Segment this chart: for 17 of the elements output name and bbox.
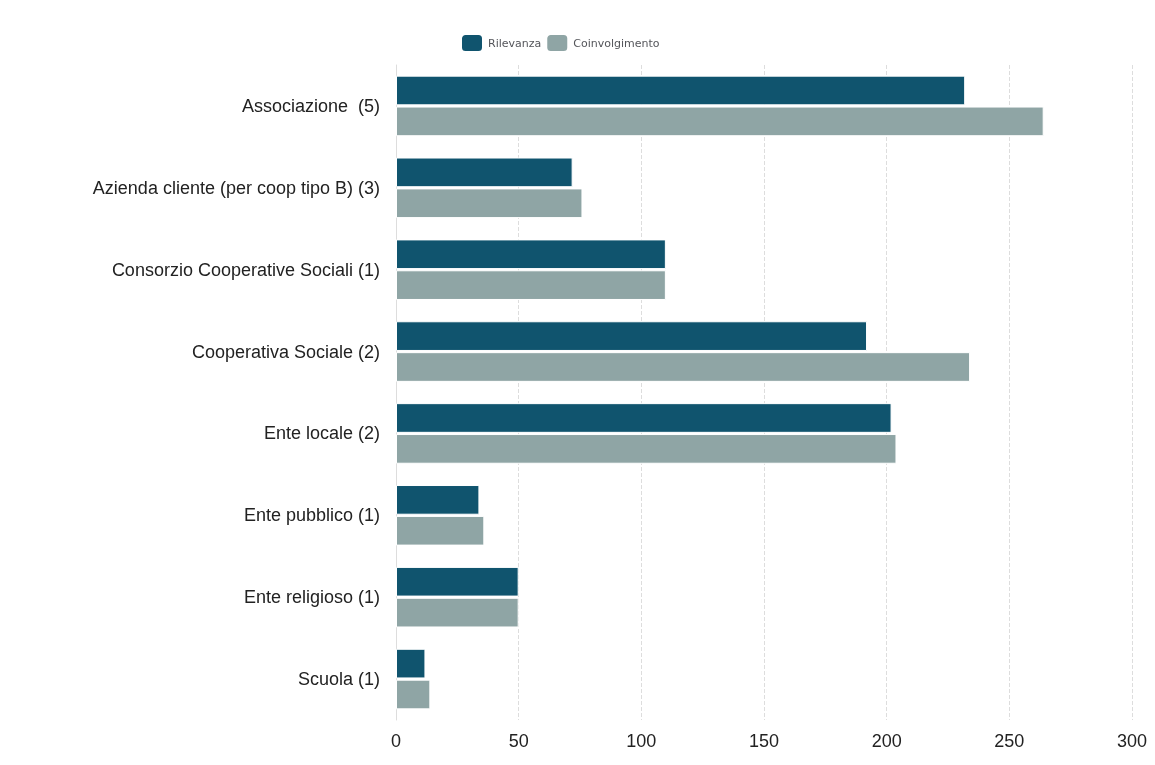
y-tick-label: Associazione (5)	[241, 95, 380, 116]
legend-label: Rilevanza	[488, 36, 542, 50]
y-tick-label: Ente locale (2)	[263, 423, 380, 444]
x-tick-label: 250	[994, 731, 1025, 751]
y-tick-label: Cooperativa Sociale (2)	[191, 341, 380, 362]
legend-label: Coinvolgimento	[573, 36, 660, 50]
y-tick-label: Ente pubblico (1)	[243, 505, 380, 526]
y-tick-label: Scuola (1)	[297, 669, 380, 690]
x-tick-label: 50	[508, 731, 529, 751]
y-tick-label: Consorzio Cooperative Sociali (1)	[111, 259, 380, 280]
y-tick-label: Azienda cliente (per coop tipo B) (3)	[92, 177, 380, 198]
x-tick-label: 100	[626, 731, 657, 751]
x-tick-label: 300	[1116, 731, 1148, 751]
x-tick-label: 200	[871, 731, 902, 751]
x-tick-label: 0	[390, 731, 402, 751]
y-tick-label: Ente religioso (1)	[243, 587, 380, 608]
x-tick-label: 150	[748, 731, 780, 751]
